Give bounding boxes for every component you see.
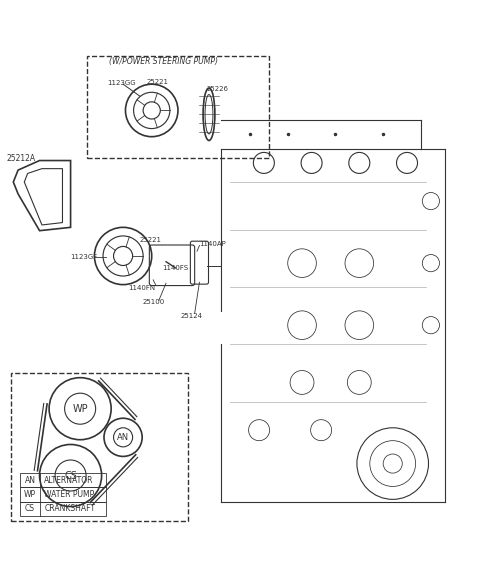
Text: 25100: 25100 (142, 299, 165, 305)
Text: WP: WP (24, 490, 36, 499)
Bar (21, 487, 107, 502)
Text: 25124: 25124 (180, 313, 203, 319)
Text: CS: CS (25, 505, 35, 513)
Text: CRANKSHAFT: CRANKSHAFT (44, 505, 96, 513)
Text: 1123GG: 1123GG (108, 80, 136, 86)
Text: 1140FS: 1140FS (163, 265, 189, 271)
Text: 1140FN: 1140FN (128, 285, 155, 291)
Text: WP: WP (72, 404, 88, 414)
Text: 1140AP: 1140AP (199, 241, 226, 247)
Text: 1123GF: 1123GF (71, 254, 98, 261)
Text: 25221: 25221 (147, 79, 169, 85)
Text: CS: CS (64, 471, 77, 480)
Text: 25221: 25221 (140, 237, 162, 243)
Text: 25226: 25226 (206, 86, 228, 92)
Bar (21, 502, 107, 516)
Text: AN: AN (117, 433, 129, 442)
Text: ALTERNATOR: ALTERNATOR (44, 476, 94, 485)
Text: WATER PUMP: WATER PUMP (44, 490, 95, 499)
Bar (21, 473, 107, 487)
Text: (W/POWER STEERING PUMP): (W/POWER STEERING PUMP) (109, 57, 218, 66)
Text: 25212A: 25212A (6, 154, 36, 162)
Text: AN: AN (24, 476, 36, 485)
